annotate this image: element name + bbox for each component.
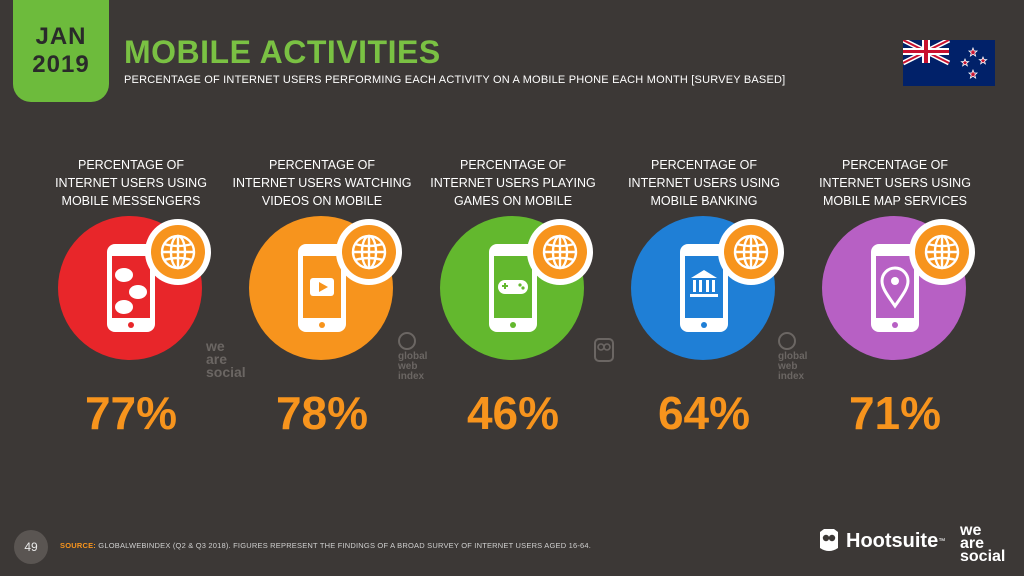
maps-circle-icon bbox=[822, 216, 975, 360]
page-subtitle: PERCENTAGE OF INTERNET USERS PERFORMING … bbox=[124, 74, 786, 86]
we-are-social-logo: we are social bbox=[960, 522, 1006, 565]
activity-label: PERCENTAGE OF INTERNET USERS PLAYING GAM… bbox=[430, 158, 596, 208]
gwi-logo-icon bbox=[398, 332, 416, 350]
value-games: 46% bbox=[466, 387, 560, 439]
activity-maps: PERCENTAGE OF INTERNET USERS USING MOBIL… bbox=[800, 156, 990, 210]
page-title: MOBILE ACTIVITIES bbox=[124, 34, 441, 70]
hootsuite-logo: Hootsuite ™ bbox=[818, 528, 945, 554]
activity-label: PERCENTAGE OF INTERNET USERS USING MOBIL… bbox=[55, 158, 207, 208]
value-videos: 78% bbox=[275, 387, 369, 439]
activity-videos: PERCENTAGE OF INTERNET USERS WATCHING VI… bbox=[227, 156, 417, 210]
activity-messengers: PERCENTAGE OF INTERNET USERS USING MOBIL… bbox=[36, 156, 226, 210]
value-banking: 64% bbox=[657, 387, 751, 439]
trademark-symbol: ™ bbox=[938, 537, 946, 545]
globalwebindex-watermark: global web index bbox=[398, 332, 427, 382]
we-are-social-watermark: we are social bbox=[206, 338, 246, 380]
source-text: GLOBALWEBINDEX (Q2 & Q3 2018). FIGURES R… bbox=[98, 541, 592, 550]
date-year: 2019 bbox=[32, 51, 90, 78]
games-circle-icon bbox=[440, 216, 593, 360]
globalwebindex-watermark-2: global web index bbox=[778, 332, 807, 382]
activity-banking: PERCENTAGE OF INTERNET USERS USING MOBIL… bbox=[609, 156, 799, 210]
hootsuite-wordmark: Hootsuite bbox=[846, 529, 939, 552]
video-circle-icon bbox=[249, 216, 402, 360]
source-label: SOURCE: bbox=[60, 541, 96, 550]
activity-label: PERCENTAGE OF INTERNET USERS USING MOBIL… bbox=[819, 158, 971, 208]
gwi-logo-icon bbox=[778, 332, 796, 350]
source-note: SOURCE: GLOBALWEBINDEX (Q2 & Q3 2018). F… bbox=[60, 541, 591, 550]
new-zealand-flag-icon bbox=[903, 40, 995, 86]
value-messengers: 77% bbox=[84, 387, 178, 439]
activity-label: PERCENTAGE OF INTERNET USERS USING MOBIL… bbox=[628, 158, 780, 208]
value-maps: 71% bbox=[848, 387, 942, 439]
banking-circle-icon bbox=[631, 216, 784, 360]
hootsuite-owl-icon bbox=[820, 529, 838, 551]
date-month: JAN bbox=[35, 23, 87, 50]
hootsuite-owl-watermark-icon bbox=[594, 338, 614, 362]
activity-label: PERCENTAGE OF INTERNET USERS WATCHING VI… bbox=[232, 158, 412, 208]
page-number: 49 bbox=[14, 530, 48, 564]
date-badge: JAN 2019 bbox=[13, 0, 109, 102]
messenger-circle-icon bbox=[58, 216, 211, 360]
activity-games: PERCENTAGE OF INTERNET USERS PLAYING GAM… bbox=[418, 156, 608, 210]
